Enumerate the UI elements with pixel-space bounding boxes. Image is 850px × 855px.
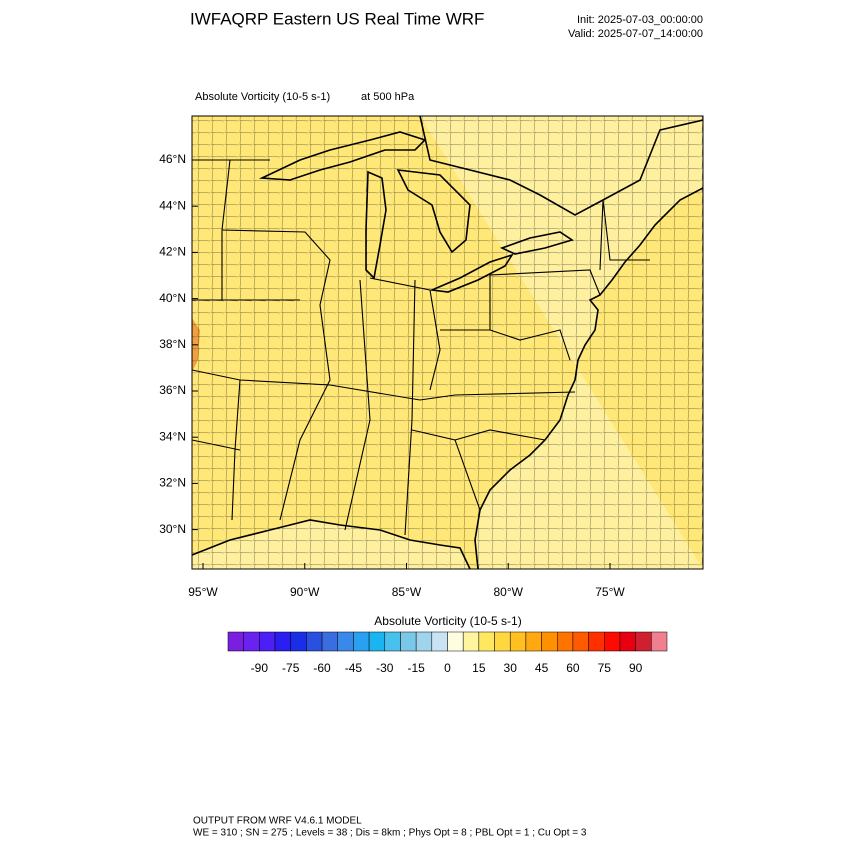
- colorbar-tick-label: 0: [444, 661, 451, 675]
- lat-tick-label: 32°N: [159, 476, 186, 490]
- colorbar-box: [306, 631, 323, 652]
- lon-tick-label: 90°W: [290, 585, 320, 599]
- colorbar-tick-label: 45: [535, 661, 549, 675]
- title: IWFAQRP Eastern US Real Time WRF: [190, 9, 484, 28]
- lon-tick-label: 85°W: [392, 585, 422, 599]
- colorbar-box: [243, 631, 260, 652]
- colorbar-box: [431, 631, 448, 652]
- colorbar-box: [384, 631, 401, 652]
- colorbar-tick-label: -15: [407, 661, 425, 675]
- lon-tick-label: 75°W: [595, 585, 625, 599]
- colorbar-title: Absolute Vorticity (10-5 s-1): [374, 614, 521, 628]
- colorbar-box: [290, 631, 307, 652]
- colorbar-tick-label: 60: [566, 661, 580, 675]
- colorbar-tick-label: -60: [313, 661, 331, 675]
- lat-tick-label: 46°N: [159, 152, 186, 166]
- colorbar-tick-label: -30: [376, 661, 394, 675]
- map-frame: [191, 115, 704, 570]
- lat-tick-label: 34°N: [159, 429, 186, 443]
- level-label: at 500 hPa: [361, 91, 415, 103]
- colorbar-box: [635, 631, 652, 652]
- colorbar: -90 -75 -60 -45 -30 -15 0 15 30 45 60 75 90: [227, 631, 668, 675]
- colorbar-box: [604, 631, 621, 652]
- field-label: Absolute Vorticity (10-5 s-1): [195, 91, 330, 103]
- footer-line: OUTPUT FROM WRF V4.6.1 MODEL: [193, 816, 362, 827]
- init-time: Init: 2025-07-03_00:00:00: [577, 14, 703, 26]
- colorbar-tick-label: -90: [251, 661, 269, 675]
- colorbar-box: [494, 631, 511, 652]
- lat-tick-label: 38°N: [159, 337, 186, 351]
- lat-tick-label: 40°N: [159, 291, 186, 305]
- colorbar-tick-label: -45: [345, 661, 363, 675]
- lon-tick-label: 80°W: [494, 585, 524, 599]
- colorbar-box: [400, 631, 417, 652]
- valid-time: Valid: 2025-07-07_14:00:00: [568, 28, 703, 40]
- colorbar-box: [525, 631, 542, 652]
- lat-tick-label: 42°N: [159, 245, 186, 259]
- colorbar-box: [572, 631, 589, 652]
- colorbar-tick-label: 15: [472, 661, 486, 675]
- colorbar-box: [541, 631, 558, 652]
- colorbar-box: [227, 631, 244, 652]
- lat-tick-label: 30°N: [159, 522, 186, 536]
- colorbar-tick-label: 75: [598, 661, 612, 675]
- lat-tick-label: 36°N: [159, 383, 186, 397]
- colorbar-box: [353, 631, 370, 652]
- colorbar-box: [462, 631, 480, 652]
- colorbar-box: [321, 631, 339, 652]
- colorbar-box: [415, 631, 433, 652]
- colorbar-tick-label: 30: [504, 661, 518, 675]
- colorbar-tick-label: 90: [629, 661, 643, 675]
- colorbar-tick-label: -75: [282, 661, 300, 675]
- lat-tick-label: 44°N: [159, 198, 186, 212]
- colorbar-box: [274, 631, 291, 652]
- lon-tick-label: 95°W: [188, 585, 218, 599]
- map: [192, 116, 703, 569]
- colorbar-box: [259, 631, 276, 652]
- colorbar-box: [588, 631, 605, 652]
- footer-line: WE = 310 ; SN = 275 ; Levels = 38 ; Dis …: [193, 828, 587, 839]
- colorbar-box: [619, 631, 636, 652]
- map-axes: 46°N 44°N 42°N 40°N 38°N 36°N 34°N 32°N 30°N 95°W…: [159, 152, 625, 599]
- colorbar-box: [447, 631, 464, 652]
- colorbar-box: [368, 631, 386, 652]
- colorbar-box: [337, 631, 354, 652]
- colorbar-box: [509, 631, 527, 652]
- colorbar-box: [651, 631, 668, 652]
- colorbar-box: [557, 631, 574, 652]
- colorbar-box: [478, 631, 495, 652]
